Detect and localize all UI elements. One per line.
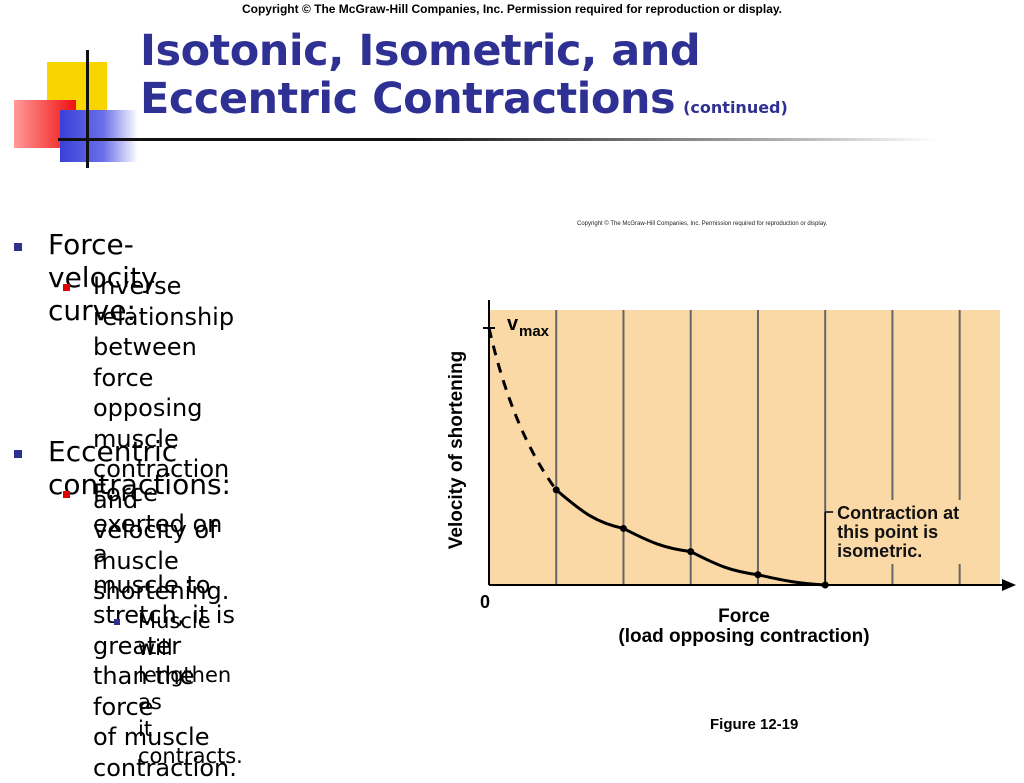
annotation-text: this point is (837, 522, 938, 542)
bullet-line: shortening. (93, 577, 230, 605)
x-axis-label: Force (718, 606, 770, 627)
title-underline-rule (58, 138, 938, 141)
bullet-line: velocity of muscle (93, 516, 218, 575)
bullet-line: between force opposing (93, 333, 203, 422)
bullet-line: Inverse relationship (93, 272, 235, 331)
slide-title: Isotonic, Isometric, and Eccentric Contr… (140, 27, 788, 132)
bullet-line: Muscle will lengthen as (138, 609, 232, 714)
figure-label: Figure 12-19 (710, 716, 799, 733)
bullet-square-icon (63, 491, 70, 498)
bullet-line: Force exerted on a (93, 479, 223, 568)
annotation-text: isometric. (837, 541, 922, 561)
vmax-label: v (507, 313, 519, 335)
title-line-1: Isotonic, Isometric, and (140, 26, 701, 76)
bullet-square-icon (63, 284, 70, 291)
annotation-text: Contraction at (837, 503, 959, 523)
bullet-lengthen: Muscle will lengthen as it contracts. (138, 608, 243, 770)
annotation-box (835, 500, 988, 564)
x-axis-sublabel: (load opposing contraction) (618, 626, 869, 647)
data-point (552, 486, 560, 494)
copyright-notice: Copyright © The McGraw-Hill Companies, I… (241, 2, 783, 16)
bullet-square-icon (14, 450, 22, 458)
data-point (754, 571, 762, 579)
bullet-square-icon (114, 619, 120, 625)
y-axis-label: Velocity of shortening (446, 351, 467, 549)
data-point (687, 548, 695, 556)
bullet-inverse-relationship: Inverse relationship between force oppos… (93, 271, 234, 607)
x-axis-arrow (1002, 579, 1016, 591)
bullet-line: greater than the force (93, 631, 195, 721)
title-line-2: Eccentric Contractions (140, 74, 676, 124)
vmax-subscript: max (519, 323, 550, 340)
origin-label: 0 (480, 592, 490, 612)
title-continued: (continued) (683, 98, 788, 117)
bullet-line: it contracts. (138, 717, 243, 768)
chart-copyright-notice: Copyright © The McGraw-Hill Companies, I… (577, 221, 828, 227)
curve-extrapolated (487, 327, 558, 491)
bullet-line: muscle contraction and (93, 424, 230, 514)
decor-blue-block (60, 110, 138, 162)
bullet-square-icon (14, 243, 22, 251)
decor-vertical-rule (86, 50, 89, 168)
data-point (619, 524, 627, 532)
bullet-eccentric-contractions: Eccentric contractions: (48, 435, 231, 501)
